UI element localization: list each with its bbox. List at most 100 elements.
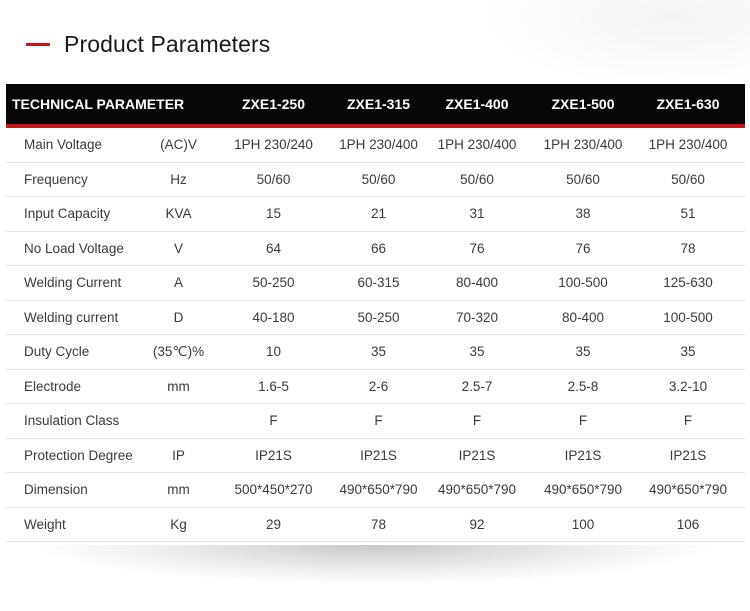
param-value: 92	[469, 516, 485, 532]
header-model: ZXE1-630	[656, 96, 720, 112]
param-value: 500*450*270	[234, 482, 313, 498]
param-value: 35	[370, 344, 387, 360]
param-value: 10	[265, 344, 282, 360]
param-name: Protection Degree	[24, 447, 133, 463]
param-unit: D	[173, 309, 184, 325]
parameter-table: TECHNICAL PARAMETER ZXE1-250 ZXE1-315 ZX…	[6, 84, 745, 542]
param-name: Electrode	[24, 378, 82, 394]
param-name: Input Capacity	[24, 206, 111, 222]
table-row: Insulation Class F F F F F	[6, 404, 745, 439]
param-value: F	[472, 413, 482, 429]
table-header: TECHNICAL PARAMETER ZXE1-250 ZXE1-315 ZX…	[6, 84, 745, 128]
param-name: Dimension	[24, 482, 88, 498]
param-value: 50/60	[256, 171, 291, 187]
param-value: 2.5-8	[567, 378, 599, 394]
decorative-background	[490, 0, 750, 85]
param-value: 66	[370, 240, 387, 256]
param-value: 38	[575, 206, 591, 222]
param-name: Welding Current	[24, 275, 122, 291]
param-unit: Kg	[170, 516, 187, 532]
param-name: Main Voltage	[24, 137, 103, 153]
param-value: 70-320	[455, 309, 499, 325]
param-value: 80-400	[455, 275, 499, 291]
param-value: 50/60	[566, 171, 600, 187]
param-value: 2-6	[368, 378, 389, 394]
param-value: 1PH 230/240	[234, 137, 313, 153]
param-value: IP21S	[458, 447, 496, 463]
table-row: Welding Current A 50-250 60-315 80-400 100-50…	[6, 266, 745, 301]
param-value: 76	[469, 240, 485, 256]
table-row: Protection Degree IP IP21S IP21S IP21S IP21S I…	[6, 439, 745, 473]
param-value: 100-500	[663, 309, 713, 325]
page-title: Product Parameters	[64, 30, 271, 57]
param-value: 50-250	[357, 309, 400, 325]
table-row: Main Voltage (AC)V 1PH 230/240 1PH 230/400 1…	[6, 128, 745, 163]
param-unit: A	[173, 275, 183, 291]
header-model: ZXE1-500	[551, 96, 615, 112]
table-row: Electrode mm 1.6-5 2-6 2.5-7 2.5-8 3.2-10	[6, 370, 745, 404]
param-unit: IP	[172, 447, 185, 463]
param-value: 21	[370, 206, 387, 222]
param-unit: Hz	[170, 171, 187, 187]
param-name: Frequency	[24, 171, 88, 187]
param-name: No Load Voltage	[24, 240, 124, 256]
param-value: F	[374, 413, 383, 429]
param-value: 1PH 230/400	[339, 137, 418, 153]
param-value: 50/60	[671, 171, 705, 187]
param-value: 35	[575, 344, 591, 360]
param-value: 40-180	[252, 309, 295, 325]
param-unit: (35℃)%	[152, 343, 205, 359]
table-row: Frequency Hz 50/60 50/60 50/60 50/60 50/60	[6, 163, 745, 197]
header-model: ZXE1-400	[445, 96, 509, 112]
section-header: Product Parameters	[26, 28, 270, 60]
param-unit: mm	[167, 482, 190, 498]
param-value: 50/60	[361, 171, 396, 187]
param-value: IP21S	[360, 447, 397, 463]
param-name: Insulation Class	[24, 413, 120, 429]
param-value: 106	[676, 516, 700, 532]
param-value: 490*650*790	[543, 482, 623, 498]
param-value: 31	[469, 206, 485, 222]
param-value: 60-315	[357, 275, 400, 291]
param-value: 50-250	[252, 275, 295, 291]
table-row: Input Capacity KVA 15 21 31 38 51	[6, 197, 745, 232]
param-value: 1PH 230/400	[543, 137, 623, 153]
param-value: 50/60	[460, 171, 494, 187]
param-unit: mm	[167, 378, 190, 394]
param-value: 100-500	[558, 275, 608, 291]
param-value: 3.2-10	[668, 378, 708, 394]
param-value: IP21S	[669, 447, 707, 463]
param-name: Weight	[24, 516, 66, 532]
param-value: IP21S	[564, 447, 602, 463]
table-body: Main Voltage (AC)V 1PH 230/240 1PH 230/400 1…	[6, 128, 745, 542]
param-value: F	[269, 413, 278, 429]
table-row: No Load Voltage V 64 66 76 76 78	[6, 232, 745, 266]
param-value: 100	[571, 516, 595, 532]
table-row: Welding current D 40-180 50-250 70-320 80-400…	[6, 301, 745, 335]
param-unit: KVA	[165, 206, 192, 222]
param-value: F	[578, 413, 588, 429]
param-value: 80-400	[561, 309, 605, 325]
header-technical-parameter: TECHNICAL PARAMETER	[12, 96, 185, 112]
param-value: 64	[265, 240, 282, 256]
param-value: 1PH 230/400	[437, 137, 517, 153]
param-value: 1.6-5	[258, 378, 289, 394]
table-row: Duty Cycle (35℃)% 10 35 35 35 35	[6, 335, 745, 370]
param-value: 78	[370, 516, 387, 532]
param-value: 35	[469, 344, 485, 360]
param-value: 78	[680, 240, 696, 256]
header-model: ZXE1-315	[346, 96, 411, 112]
param-value: 51	[680, 206, 696, 222]
param-value: 490*650*790	[339, 482, 418, 498]
param-value: 490*650*790	[437, 482, 517, 498]
param-value: 15	[265, 206, 282, 222]
param-value: IP21S	[255, 447, 292, 463]
param-value: 490*650*790	[648, 482, 728, 498]
table-shadow	[30, 545, 720, 585]
param-name: Welding current	[24, 309, 119, 325]
param-value: 76	[575, 240, 591, 256]
param-unit: (AC)V	[160, 137, 197, 153]
param-value: 1PH 230/400	[648, 137, 728, 153]
param-value: F	[683, 413, 693, 429]
param-value: 125-630	[663, 275, 713, 291]
